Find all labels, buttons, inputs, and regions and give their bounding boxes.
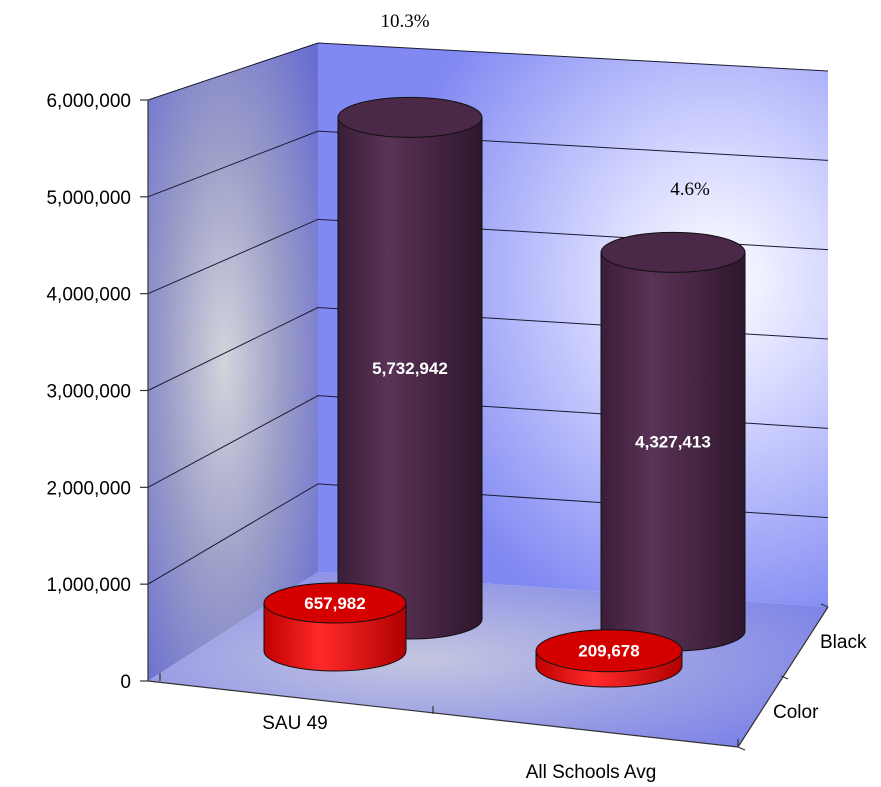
depth-tick-label: Black xyxy=(820,632,867,653)
bar-color-2-top xyxy=(535,629,683,673)
value-label: 657,982 xyxy=(304,594,365,613)
bar-black-1 xyxy=(337,96,483,640)
axes xyxy=(140,99,829,751)
depth-tick-mark xyxy=(820,603,829,608)
value-label: 5,732,942 xyxy=(372,359,448,378)
y-tick-label: 4,000,000 xyxy=(46,285,131,306)
value-label: 209,678 xyxy=(578,642,639,661)
y-tick-label: 3,000,000 xyxy=(46,382,131,403)
value-label: 4,327,413 xyxy=(635,433,711,452)
y-tick-label: 0 xyxy=(120,672,131,693)
y-tick-label: 1,000,000 xyxy=(46,575,131,596)
y-axis-ticks: 0 1,000,000 2,000,000 3,000,000 4,000,000 5,0… xyxy=(46,91,131,693)
bar-color-2 xyxy=(535,629,683,688)
x-tick-label: All Schools Avg xyxy=(526,762,657,783)
percent-annotation: 10.3% xyxy=(380,11,429,32)
bar-color-1 xyxy=(263,582,407,672)
bar-color-1-top xyxy=(263,582,407,624)
x-axis-line xyxy=(147,680,739,748)
bars: 5,732,942 4,327,413 657,982 209,678 xyxy=(263,96,746,688)
percent-annotation: 4.6% xyxy=(670,179,710,200)
bar-black-2 xyxy=(600,231,746,652)
x-axis-labels: SAU 49 All Schools Avg xyxy=(262,713,656,783)
bar-black-1-top xyxy=(337,96,483,138)
gridline xyxy=(147,130,829,198)
depth-tick-label: Color xyxy=(773,702,819,723)
side-wall xyxy=(148,43,318,681)
annotations: 10.3% 4.6% xyxy=(380,11,710,200)
y-tick-label: 6,000,000 xyxy=(46,91,131,112)
depth-tick-mark xyxy=(737,746,746,751)
x-tick-label: SAU 49 xyxy=(262,713,327,734)
y-tick-label: 5,000,000 xyxy=(46,188,131,209)
gridline xyxy=(147,42,829,101)
bar-black-2-top xyxy=(600,231,746,273)
y-tick-label: 2,000,000 xyxy=(46,478,131,499)
depth-tick-mark xyxy=(780,675,789,680)
depth-axis-labels: Color Black xyxy=(773,632,867,723)
